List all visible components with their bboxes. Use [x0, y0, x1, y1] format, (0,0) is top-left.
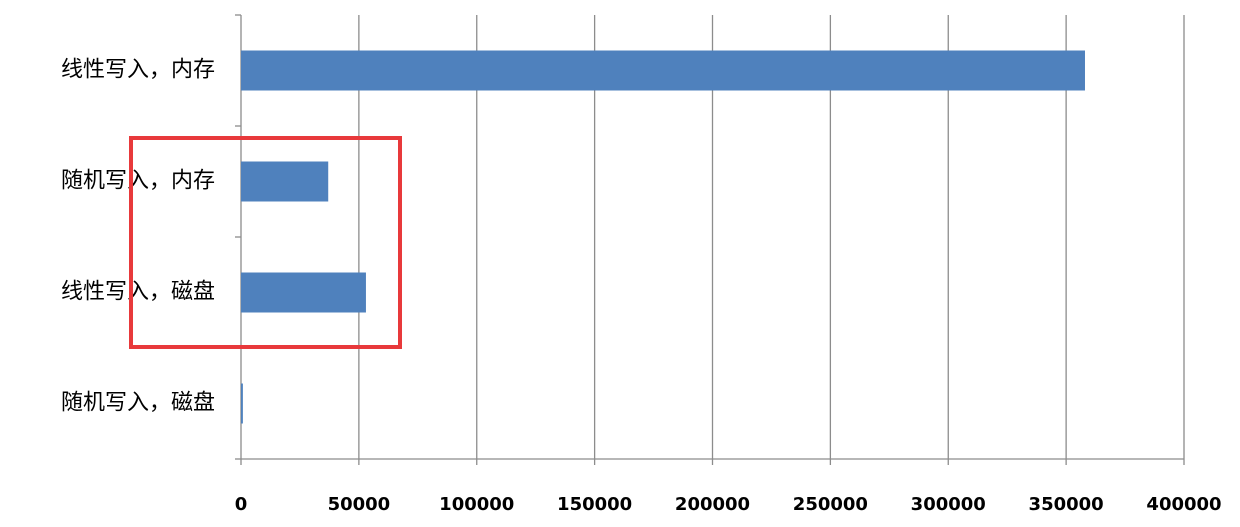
x-tick-label: 350000 [1029, 494, 1104, 515]
bar [241, 50, 1085, 91]
x-tick-label: 0 [235, 494, 248, 515]
y-tick-label: 随机写入，磁盘 [61, 391, 215, 416]
y-tick-label: 线性写入，内存 [61, 58, 215, 83]
x-tick-label: 400000 [1146, 494, 1221, 515]
x-tick-label: 150000 [557, 494, 632, 515]
x-tick-label: 250000 [793, 494, 868, 515]
highlight-box [129, 136, 402, 349]
x-tick-label: 300000 [911, 494, 986, 515]
bar [241, 383, 243, 424]
y-tick-label: 线性写入，磁盘 [61, 280, 215, 305]
x-tick-label: 100000 [439, 494, 514, 515]
y-tick-label: 随机写入，内存 [61, 169, 215, 194]
x-tick-label: 200000 [675, 494, 750, 515]
x-tick-label: 50000 [328, 494, 391, 515]
bar [241, 161, 329, 202]
bar [241, 272, 366, 313]
